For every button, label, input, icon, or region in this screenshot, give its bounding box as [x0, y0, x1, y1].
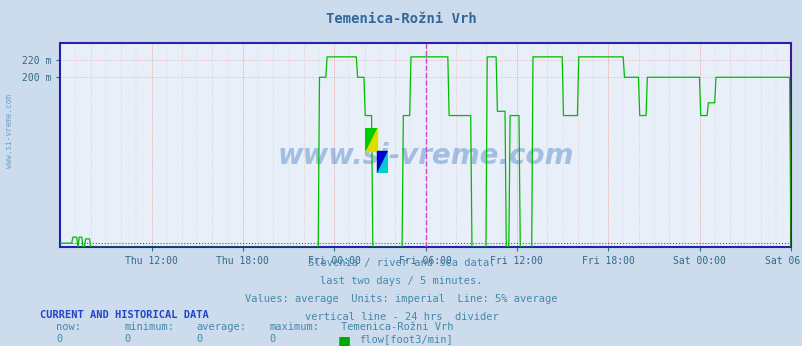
Text: average:: average: [196, 322, 246, 333]
Text: Slovenia / river and sea data.: Slovenia / river and sea data. [307, 258, 495, 268]
Text: Temenica-Rožni Vrh: Temenica-Rožni Vrh [341, 322, 453, 333]
Bar [376, 151, 387, 173]
Text: Temenica-Rožni Vrh: Temenica-Rožni Vrh [326, 12, 476, 26]
Text: last two days / 5 minutes.: last two days / 5 minutes. [320, 276, 482, 286]
Text: 0: 0 [56, 334, 63, 344]
Text: vertical line - 24 hrs  divider: vertical line - 24 hrs divider [304, 312, 498, 322]
Text: 0: 0 [269, 334, 275, 344]
Text: now:: now: [56, 322, 81, 333]
Text: flow[foot3/min]: flow[foot3/min] [358, 334, 452, 344]
Polygon shape [376, 151, 387, 173]
Text: www.si-vreme.com: www.si-vreme.com [5, 94, 14, 169]
Text: ■: ■ [337, 334, 350, 346]
Polygon shape [365, 128, 376, 151]
Text: 0: 0 [124, 334, 131, 344]
Text: maximum:: maximum: [269, 322, 318, 333]
Text: 0: 0 [196, 334, 203, 344]
Text: www.si-vreme.com: www.si-vreme.com [277, 142, 573, 170]
Text: Values: average  Units: imperial  Line: 5% average: Values: average Units: imperial Line: 5%… [245, 294, 557, 304]
Bar [365, 128, 376, 151]
Text: CURRENT AND HISTORICAL DATA: CURRENT AND HISTORICAL DATA [40, 310, 209, 320]
Text: minimum:: minimum: [124, 322, 174, 333]
